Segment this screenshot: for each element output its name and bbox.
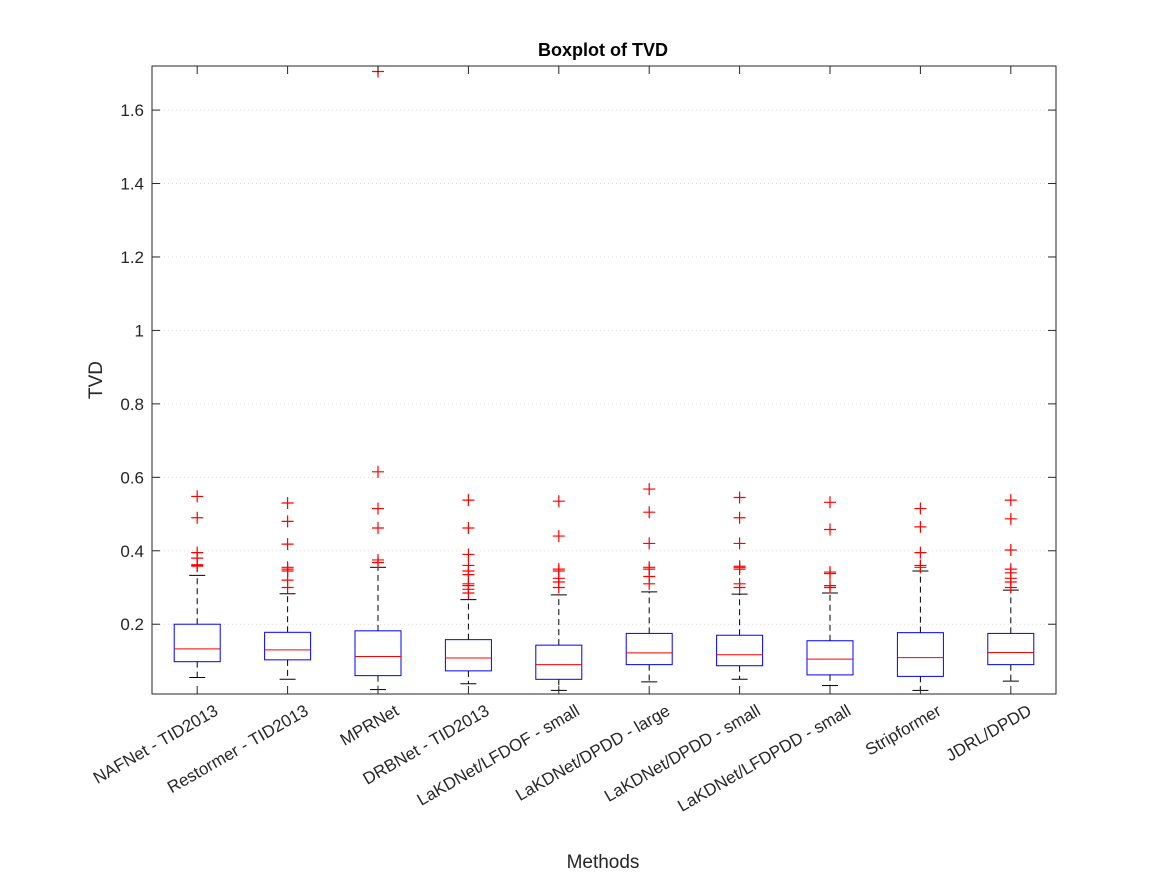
- outlier-marker: [191, 511, 204, 524]
- outlier-marker: [733, 491, 746, 504]
- y-tick-label: 0.8: [120, 395, 144, 414]
- x-category-label: LaKDNet/LFDOF - small: [414, 701, 583, 810]
- outlier-marker: [733, 537, 746, 550]
- box-group: [987, 494, 1035, 682]
- y-tick-label: 1.6: [120, 101, 144, 120]
- x-category-label: JDRL/DPDD: [943, 701, 1035, 765]
- plot-frame: [151, 65, 1057, 695]
- outlier-marker: [643, 577, 656, 590]
- y-tick-label: 1: [135, 321, 144, 340]
- x-category-label: MPRNet: [337, 701, 402, 750]
- outlier-marker: [372, 465, 384, 478]
- y-tick-label: 1.2: [120, 248, 144, 267]
- box-group: [173, 490, 221, 678]
- outlier-marker: [824, 567, 836, 580]
- box-iqr: [987, 632, 1035, 666]
- outlier-marker: [372, 502, 384, 515]
- box-group: [444, 494, 492, 685]
- x-category-label: LaKDNet/DPDD - small: [601, 701, 763, 806]
- y-tick-label: 1.4: [120, 175, 144, 194]
- outlier-marker: [281, 581, 294, 594]
- outlier-marker: [914, 502, 927, 515]
- outlier-marker: [643, 537, 656, 550]
- outlier-marker: [733, 563, 746, 576]
- x-category-label: Stripformer: [862, 701, 945, 760]
- outlier-marker: [462, 522, 475, 535]
- box-iqr: [716, 634, 764, 667]
- outlier-marker: [552, 495, 565, 508]
- outlier-marker: [281, 538, 294, 551]
- box-iqr: [444, 639, 492, 672]
- box-group: [625, 483, 673, 683]
- box-iqr: [896, 632, 944, 677]
- box-group: [896, 502, 944, 691]
- box-iqr: [625, 632, 673, 666]
- outlier-marker: [552, 581, 565, 594]
- outlier-marker: [372, 556, 384, 569]
- box-group: [535, 495, 583, 691]
- box-group: [806, 496, 854, 687]
- box-group: [354, 65, 402, 691]
- box-iqr: [173, 623, 221, 663]
- outlier-marker: [824, 496, 836, 509]
- box-group: [264, 497, 312, 680]
- y-axis-label: TVD: [86, 361, 107, 399]
- outlier-marker: [1004, 544, 1017, 557]
- grid-lines: [152, 109, 1056, 625]
- outlier-marker: [462, 494, 475, 507]
- outlier-marker: [914, 520, 927, 533]
- outlier-marker: [914, 546, 927, 559]
- outlier-marker: [824, 523, 836, 536]
- outlier-marker: [552, 530, 565, 543]
- outlier-marker: [191, 490, 204, 503]
- outlier-marker: [643, 483, 656, 496]
- outlier-marker: [824, 581, 836, 594]
- outlier-marker: [914, 561, 927, 574]
- outlier-marker: [643, 506, 656, 519]
- x-axis-label: Methods: [567, 852, 640, 873]
- box-iqr: [354, 630, 402, 677]
- chart-title: Boxplot of TVD: [538, 40, 668, 60]
- box-iqr: [806, 640, 854, 676]
- outlier-marker: [1004, 581, 1017, 594]
- outlier-marker: [733, 581, 746, 594]
- y-tick-label: 0.6: [120, 468, 144, 487]
- outlier-marker: [191, 560, 204, 573]
- outlier-marker: [462, 548, 475, 561]
- outlier-marker: [462, 587, 475, 600]
- outlier-marker: [281, 515, 294, 528]
- outlier-marker: [1004, 512, 1017, 525]
- box-series: [173, 65, 1035, 691]
- outlier-marker: [372, 522, 384, 535]
- outlier-marker: [733, 511, 746, 524]
- y-tick-label: 0.4: [120, 542, 144, 561]
- box-iqr: [264, 631, 312, 661]
- x-category-label: LaKDNet/DPDD - large: [512, 701, 673, 805]
- outlier-marker: [1004, 494, 1017, 507]
- box-iqr: [535, 644, 583, 680]
- outlier-marker: [281, 497, 294, 510]
- box-group: [716, 491, 764, 680]
- x-category-label: LaKDNet/LFDPDD - small: [674, 701, 854, 816]
- y-tick-label: 0.2: [120, 615, 144, 634]
